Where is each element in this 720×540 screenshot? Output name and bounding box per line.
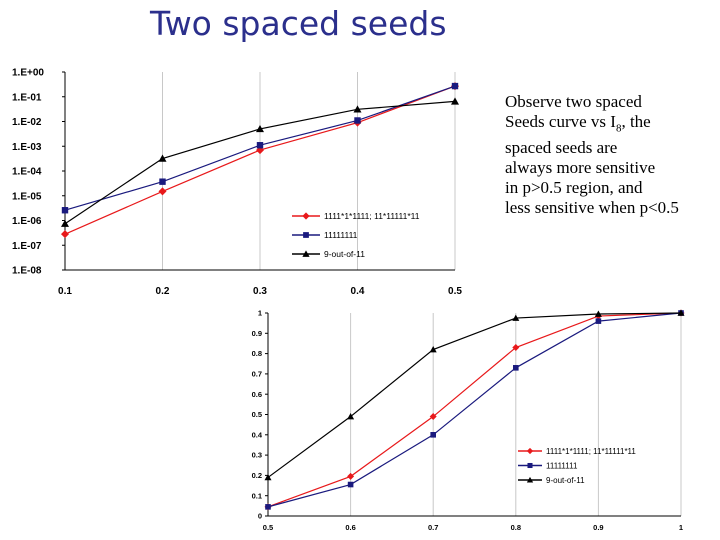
data-point xyxy=(265,504,271,510)
series-3 xyxy=(264,309,685,481)
data-point xyxy=(256,124,264,133)
y-tick-label: 0.1 xyxy=(252,491,262,500)
x-tick-label: 0.8 xyxy=(511,523,521,532)
data-point xyxy=(264,473,272,481)
legend-label: 9-out-of-11 xyxy=(324,249,365,259)
data-point xyxy=(61,230,69,239)
data-point xyxy=(677,309,685,316)
x-tick-label: 0.3 xyxy=(253,286,267,297)
y-tick-label: 0.3 xyxy=(252,451,262,460)
data-point xyxy=(594,310,602,317)
data-point xyxy=(61,219,69,227)
y-tick-label: 1.E-08 xyxy=(12,266,42,277)
data-point xyxy=(158,154,167,162)
note-subscript: 8 xyxy=(615,122,622,135)
note-line-2: Seeds curve vs I8, the xyxy=(505,112,720,138)
series-line xyxy=(267,312,682,508)
data-point xyxy=(347,472,355,480)
y-tick-label: 1.E-02 xyxy=(12,117,42,128)
legend-marker xyxy=(302,212,310,220)
note-line-1: Observe two spaced xyxy=(505,92,642,111)
note-line-6: less sensitive when p<0.5 xyxy=(505,198,679,218)
data-point xyxy=(512,314,520,321)
y-tick-label: 0.9 xyxy=(252,329,262,338)
data-point xyxy=(451,82,459,90)
x-tick-label: 0.5 xyxy=(263,523,273,532)
data-point xyxy=(354,117,361,124)
series-line xyxy=(267,312,682,508)
x-tick-label: 0.4 xyxy=(351,286,365,297)
y-tick-label: 0.2 xyxy=(252,471,262,480)
note-line-2-suffix: , the xyxy=(621,112,651,131)
note-line-4: always more sensitive xyxy=(505,158,656,178)
slide-title: Two spaced seeds xyxy=(150,4,447,43)
y-tick-label: 1.E-07 xyxy=(12,241,42,252)
note-line-3: spaced seeds are xyxy=(505,138,618,158)
x-tick-label: 1 xyxy=(679,523,683,532)
data-point xyxy=(347,481,354,488)
y-tick-label: 0 xyxy=(258,512,262,521)
y-tick-label: 1.E-04 xyxy=(12,167,42,178)
x-tick-label: 0.2 xyxy=(156,286,170,297)
y-tick-label: 1 xyxy=(258,309,262,318)
series-1 xyxy=(264,309,685,511)
data-point xyxy=(256,142,264,149)
series-3 xyxy=(61,97,459,227)
data-point xyxy=(158,187,167,196)
legend-label: 11111111 xyxy=(324,230,358,240)
x-tick-label: 0.5 xyxy=(448,286,462,297)
legend-marker xyxy=(527,462,533,469)
x-tick-label: 0.7 xyxy=(428,523,438,532)
y-tick-label: 0.6 xyxy=(252,390,262,399)
data-point xyxy=(512,344,520,352)
legend-marker xyxy=(526,476,534,483)
y-tick-label: 1.E-05 xyxy=(12,191,42,202)
legend-marker xyxy=(303,232,309,238)
y-tick-label: 0.5 xyxy=(252,410,262,419)
note-line-2-text: Seeds curve vs I xyxy=(505,112,616,131)
series-line xyxy=(267,312,682,478)
data-point xyxy=(159,178,166,185)
y-tick-label: 1.E-06 xyxy=(12,216,42,227)
note-text: Observe two spaced Seeds curve vs I8, th… xyxy=(505,92,720,218)
legend-marker xyxy=(302,250,310,257)
data-point xyxy=(353,105,362,113)
data-point xyxy=(513,365,519,371)
series-2 xyxy=(61,82,459,214)
legend: 1111*1*1111; 11*11111*11 11111111 9-out-of… xyxy=(292,211,420,259)
y-tick-label: 0.7 xyxy=(252,370,262,379)
note-line-5: in p>0.5 region, and xyxy=(505,178,643,198)
y-tick-label: 0.8 xyxy=(252,349,262,358)
data-point xyxy=(451,97,459,105)
x-tick-label: 0.9 xyxy=(593,523,603,532)
y-tick-label: 1.E-03 xyxy=(12,142,42,153)
y-tick-label: 0.4 xyxy=(252,430,263,439)
x-tick-label: 0.1 xyxy=(58,286,72,297)
legend-label: 11111111 xyxy=(546,461,578,470)
legend-label: 1111*1*1111; 11*11111*11 xyxy=(324,211,420,221)
legend-label: 9-out-of-11 xyxy=(546,476,585,485)
legend: 1111*1*1111; 11*11111*11 11111111 9-out-of… xyxy=(518,447,636,485)
data-point xyxy=(61,207,69,214)
data-point xyxy=(595,318,602,324)
data-point xyxy=(430,432,436,438)
data-point xyxy=(429,346,437,353)
legend-label: 1111*1*1111; 11*11111*11 xyxy=(546,447,636,456)
y-tick-label: 1.E+00 xyxy=(12,68,44,79)
data-point xyxy=(429,413,437,421)
y-tick-label: 1.E-01 xyxy=(12,92,42,103)
legend-marker xyxy=(526,447,534,455)
x-tick-label: 0.6 xyxy=(345,523,355,532)
data-point xyxy=(347,413,355,420)
series-2 xyxy=(265,310,684,510)
